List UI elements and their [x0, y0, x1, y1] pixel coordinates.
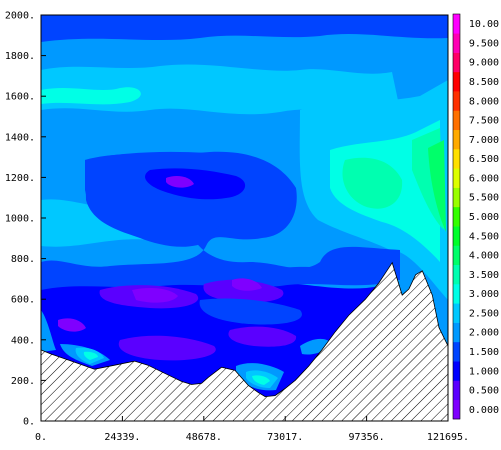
- y-tick-label: 200.: [11, 376, 35, 387]
- contour-mid-blue-2: [85, 151, 294, 247]
- colorbar-segment: [453, 206, 460, 227]
- x-tick-label: 24339.: [104, 432, 140, 443]
- plot-area: [41, 15, 448, 421]
- y-tick-label: 400.: [11, 335, 35, 346]
- contour-low-violet-7: [58, 318, 86, 332]
- x-tick-label: 121695.: [427, 432, 469, 443]
- y-tick-label: 1200.: [5, 173, 35, 184]
- colorbar-label: 8.000: [469, 96, 499, 107]
- contour-lower-blue-patch: [199, 298, 302, 325]
- colorbar-label: 1.000: [469, 366, 499, 377]
- y-tick-label: 600.: [11, 295, 35, 306]
- colorbar-segment: [453, 71, 460, 92]
- contour-near-surface-blue-3: [300, 338, 332, 355]
- y-tick-label: 800.: [11, 254, 35, 265]
- contour-right-green: [428, 140, 446, 232]
- terrain-hatched: [41, 261, 448, 421]
- contour-near-surface-teal-2: [252, 375, 270, 385]
- contour-upper-violet: [166, 176, 194, 188]
- contour-near-surface-teal-1: [83, 351, 98, 360]
- x-tick-label: 48678.: [186, 432, 222, 443]
- colorbar-segment: [453, 303, 460, 323]
- x-tick-label: 73017.: [267, 432, 303, 443]
- x-tick-label: 0.: [35, 432, 47, 443]
- colorbar-label: 7.500: [469, 116, 499, 127]
- colorbar-outline: [452, 13, 461, 420]
- colorbar-label: 0.000: [469, 405, 499, 416]
- colorbar-segment: [453, 322, 460, 343]
- colorbar-label: 1.500: [469, 347, 499, 358]
- colorbar-segment: [453, 380, 460, 401]
- colorbar-label: 6.500: [469, 154, 499, 165]
- contour-low-violet-3: [203, 279, 284, 303]
- contour-upper-cyan: [41, 64, 400, 115]
- colorbar-label: 9.500: [469, 38, 499, 49]
- x-axis: 0. 24339. 48678. 73017. 97356. 121695.: [35, 416, 469, 443]
- contour-right-seagreen: [342, 128, 444, 230]
- contour-low-violet-5: [118, 335, 216, 361]
- y-tick-label: 1000.: [5, 214, 35, 225]
- colorbar-label: 7.000: [469, 135, 499, 146]
- y-tick-label: 1800.: [5, 51, 35, 62]
- colorbar-label: 8.500: [469, 77, 499, 88]
- colorbar-segment: [453, 149, 460, 169]
- colorbar-segment: [453, 187, 460, 208]
- colorbar: 0.000 0.500 1.000 1.500 2.000 2.500 3.000 3.500…: [452, 13, 499, 420]
- colorbar-segment: [453, 91, 460, 111]
- colorbar-label: 4.000: [469, 251, 499, 262]
- colorbar-segment: [453, 341, 460, 362]
- colorbar-label: 3.000: [469, 289, 499, 300]
- y-tick-label: 1600.: [5, 92, 35, 103]
- colorbar-segment: [453, 168, 460, 188]
- colorbar-label: 2.500: [469, 308, 499, 319]
- colorbar-segment: [453, 264, 460, 285]
- colorbar-segment: [453, 399, 460, 420]
- colorbar-label: 5.000: [469, 212, 499, 223]
- colorbar-segment: [453, 284, 460, 304]
- colorbar-label: 10.00: [469, 19, 499, 30]
- x-tick-label: 97356.: [349, 432, 385, 443]
- colorbar-label: 5.500: [469, 193, 499, 204]
- colorbar-label: 0.500: [469, 386, 499, 397]
- contour-low-violet-2: [132, 288, 178, 303]
- colorbar-segment: [453, 14, 460, 34]
- colorbar-segment: [453, 245, 460, 266]
- colorbar-label: 9.000: [469, 58, 499, 69]
- contour-low-violet-4: [232, 278, 262, 291]
- contour-teal-patch: [41, 87, 141, 105]
- contour-low-violet-6: [228, 326, 297, 347]
- contour-mid-royal: [145, 168, 246, 200]
- colorbar-label: 3.500: [469, 270, 499, 281]
- y-axis: 0. 200. 400. 600. 800. 1000. 1200. 1400. 1600. 18…: [5, 11, 46, 428]
- colorbar-label: 6.000: [469, 173, 499, 184]
- colorbar-segment: [453, 110, 460, 131]
- colorbar-label: 4.500: [469, 231, 499, 242]
- y-tick-label: 1400.: [5, 132, 35, 143]
- colorbar-label: 2.000: [469, 328, 499, 339]
- contour-lower-blue-band: [41, 266, 392, 290]
- contour-top-blue: [41, 15, 448, 42]
- colorbar-segment: [453, 129, 460, 150]
- y-tick-label: 2000.: [5, 11, 35, 22]
- colorbar-segment: [453, 361, 460, 381]
- colorbar-segment: [453, 226, 460, 246]
- colorbar-segment: [453, 33, 460, 53]
- colorbar-segment: [453, 52, 460, 73]
- y-tick-label: 0.: [23, 417, 35, 428]
